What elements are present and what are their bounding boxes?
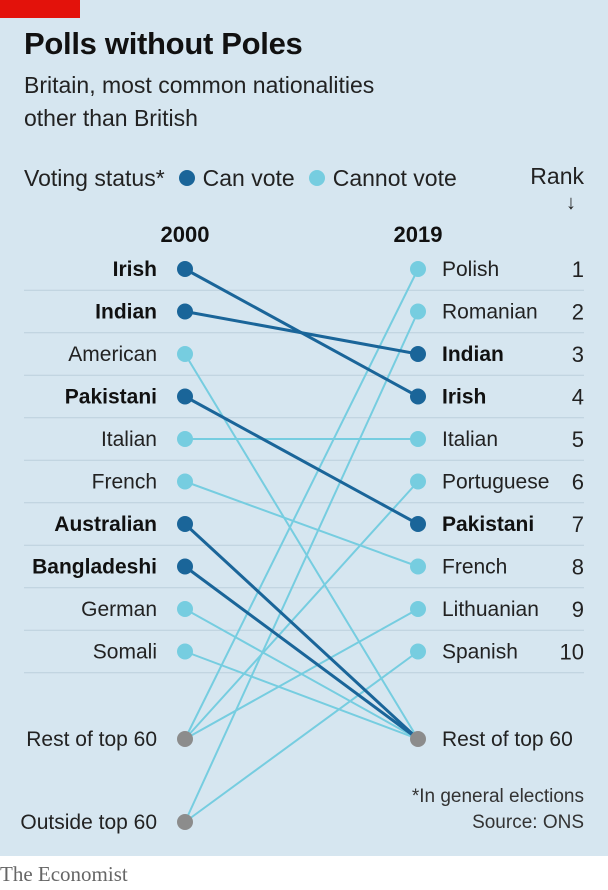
left-dot-somali	[177, 643, 193, 660]
left-label-pakistani: Pakistani	[65, 386, 157, 409]
left-dot-bangladeshi	[177, 558, 193, 575]
rank-4: 4	[572, 385, 584, 410]
right-dot-romanian	[410, 303, 426, 320]
left-label-rest-of-top-60: Rest of top 60	[26, 728, 157, 751]
right-label-pakistani: Pakistani	[442, 513, 534, 536]
node-labels: 2000 2019 Irish Indian American Pakistani Ital…	[20, 222, 584, 834]
legend-can-vote-dot	[178, 170, 195, 186]
year-left-label: 2000	[161, 222, 210, 247]
link-french-to-french	[184, 480, 419, 568]
link-indian-to-indian	[184, 310, 419, 356]
link-rest-of-top-60-to-portuguese	[184, 480, 419, 740]
left-dot-american	[177, 346, 193, 362]
rank-6: 6	[572, 470, 584, 495]
left-label-italian: Italian	[101, 428, 157, 451]
chart-subtitle-line1: Britain, most common nationalities	[24, 72, 375, 98]
link-outside-top-60-to-romanian	[184, 311, 419, 823]
brand-red-tab	[0, 0, 80, 18]
rank-9: 9	[572, 597, 584, 622]
right-label-french: French	[442, 556, 507, 579]
right-dot-italian	[410, 431, 426, 447]
legend-cannot-vote-dot	[308, 170, 325, 186]
left-dot-indian	[177, 303, 193, 320]
link-pakistani-to-pakistani	[184, 395, 419, 526]
right-label-romanian: Romanian	[442, 301, 538, 324]
legend: Voting status* Can vote Cannot vote	[24, 163, 457, 193]
left-label-outside-top-60: Outside top 60	[20, 811, 157, 834]
left-dot-australian	[177, 516, 193, 532]
legend-can-vote-label: Can vote	[202, 164, 295, 191]
right-dot-polish	[410, 261, 426, 277]
right-dot-spanish	[410, 643, 426, 660]
link-bangladeshi-to-rest-of-top-60	[184, 565, 419, 741]
left-label-american: American	[68, 343, 157, 366]
economist-logo: The Economist	[0, 862, 128, 886]
right-dot-french	[410, 558, 426, 575]
footnote: *In general elections	[411, 786, 584, 807]
rank-2: 2	[572, 300, 584, 325]
right-label-portuguese: Portuguese	[442, 471, 549, 494]
left-label-somali: Somali	[93, 641, 157, 664]
chart-panel	[0, 0, 608, 856]
year-right-label: 2019	[394, 222, 443, 247]
right-label-spanish: Spanish	[442, 641, 518, 664]
legend-title: Voting status*	[24, 164, 165, 191]
chart-subtitle-line2: other than British	[24, 105, 198, 131]
rank-5: 5	[572, 427, 584, 452]
slope-chart: 2000 2019 Irish Indian American Pakistani Ital…	[20, 222, 584, 834]
link-australian-to-rest-of-top-60	[183, 522, 420, 741]
rank-8: 8	[572, 555, 584, 580]
left-label-german: German	[81, 598, 157, 621]
legend-cannot-vote-label: Cannot vote	[332, 164, 457, 191]
left-label-bangladeshi: Bangladeshi	[32, 556, 157, 579]
left-dot-rest-of-top-60	[177, 731, 193, 747]
right-label-lithuanian: Lithuanian	[442, 598, 539, 621]
right-label-italian: Italian	[442, 428, 498, 451]
rank-header: Rank	[530, 163, 584, 189]
left-dot-german	[177, 601, 193, 617]
left-dot-pakistani	[177, 388, 193, 405]
right-label-indian: Indian	[442, 343, 504, 366]
left-dot-irish	[177, 261, 193, 277]
right-dot-portuguese	[410, 473, 426, 490]
left-dot-outside-top-60	[177, 814, 193, 830]
left-label-australian: Australian	[54, 513, 157, 536]
right-label-irish: Irish	[442, 386, 486, 409]
rank-3: 3	[572, 342, 584, 367]
link-rest-of-top-60-to-lithuanian	[184, 608, 419, 740]
link-outside-top-60-to-spanish	[184, 650, 419, 823]
left-label-indian: Indian	[95, 301, 157, 324]
rank-7: 7	[572, 512, 584, 537]
node-dots	[177, 261, 426, 830]
right-dot-pakistani	[410, 516, 426, 532]
right-dot-lithuanian	[410, 601, 426, 617]
right-label-rest-of-top-60: Rest of top 60	[442, 728, 573, 751]
connection-lines	[183, 267, 420, 823]
left-label-french: French	[92, 471, 157, 494]
right-dot-irish	[410, 388, 426, 405]
chart-title: Polls without Poles	[24, 26, 303, 61]
rank-arrow-icon: ↓	[566, 192, 576, 214]
left-dot-french	[177, 473, 193, 490]
right-dot-rest-of-top-60	[410, 731, 426, 747]
right-label-polish: Polish	[442, 258, 499, 281]
link-somali-to-rest-of-top-60	[184, 650, 419, 740]
source-note: Source: ONS	[472, 812, 584, 833]
rank-1: 1	[572, 257, 584, 282]
rank-10: 10	[560, 640, 584, 665]
link-american-to-rest-of-top-60	[184, 353, 419, 740]
left-label-irish: Irish	[113, 258, 157, 281]
left-dot-italian	[177, 431, 193, 447]
right-dot-indian	[410, 346, 426, 362]
